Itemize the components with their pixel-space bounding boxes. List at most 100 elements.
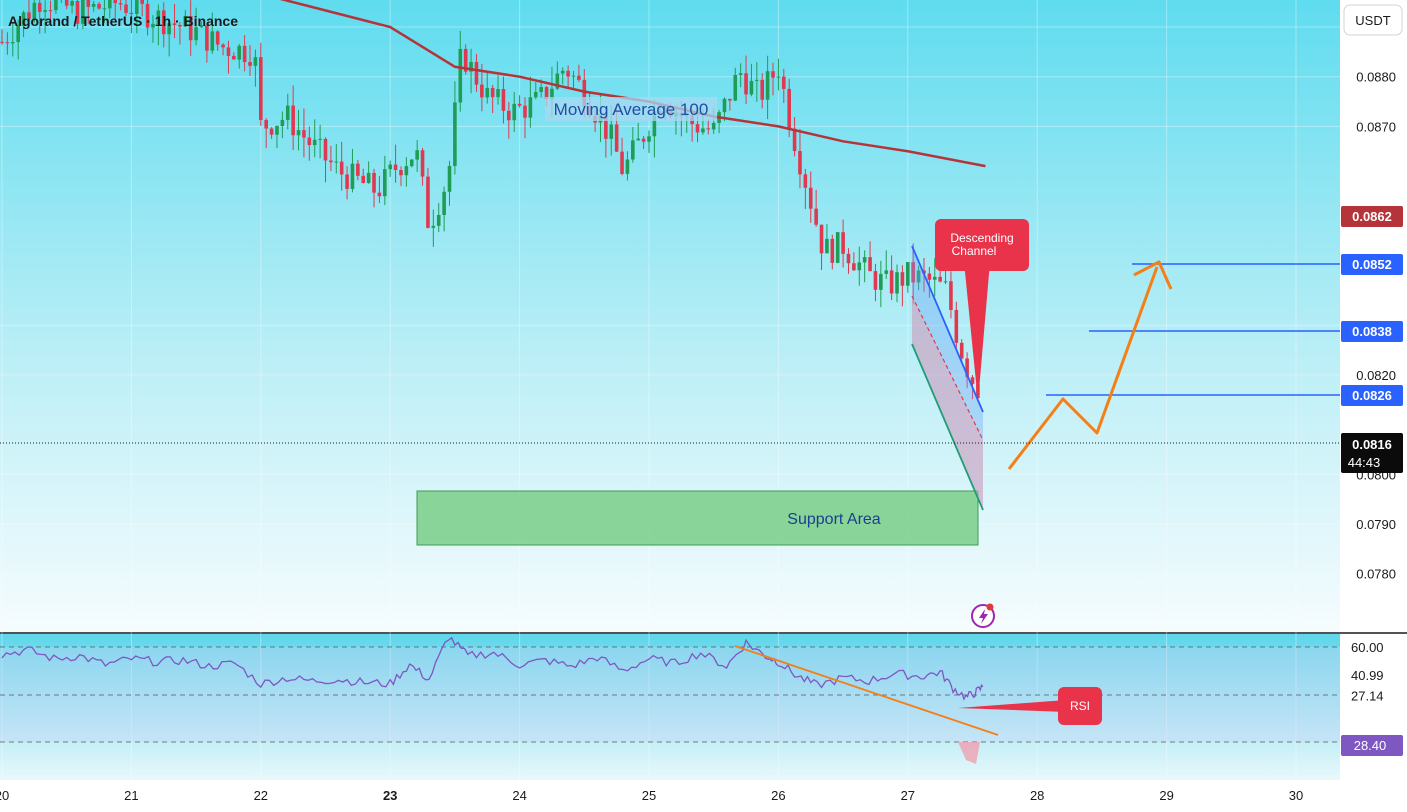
candle-body (814, 208, 818, 225)
candle-body (361, 175, 366, 184)
channel-fill (912, 246, 983, 510)
candle-body (264, 119, 268, 129)
candle-body (27, 12, 31, 19)
projection-path[interactable] (1007, 266, 1159, 470)
candle-body (771, 71, 775, 78)
candle-body (318, 138, 322, 140)
candle-body (846, 253, 851, 264)
candle-body (523, 105, 527, 118)
target-2-tag (1341, 321, 1403, 342)
channel-callout[interactable] (935, 219, 1029, 271)
candle-body (108, 0, 112, 9)
currency-button[interactable] (1343, 4, 1403, 36)
target-1-tag (1341, 254, 1403, 275)
candle-body (841, 232, 845, 254)
projection-arrowhead (1133, 260, 1173, 290)
candle-body (533, 91, 538, 98)
candle-body (900, 272, 905, 286)
last-price-label: 0.0816 (1352, 437, 1392, 452)
candle-body (221, 44, 225, 48)
channel-lower-line[interactable] (911, 343, 984, 511)
candle-body (205, 25, 209, 51)
candle-body (711, 123, 716, 130)
candle-body (722, 98, 727, 113)
candle-body (339, 161, 344, 175)
candle-body (420, 150, 425, 177)
candle-body (302, 130, 306, 138)
candle-body (447, 165, 452, 192)
candle-body (728, 98, 732, 101)
candle-body (631, 140, 635, 160)
candle-body (636, 138, 641, 141)
candle-body (124, 4, 128, 13)
candle-body (226, 47, 231, 56)
candle-body (242, 45, 247, 63)
candle-body (129, 12, 134, 14)
ma-price-tag-label: 0.0862 (1352, 209, 1392, 224)
candle-body (695, 124, 700, 133)
candle-body (345, 174, 349, 189)
price-tick-label: 0.0790 (1356, 517, 1396, 532)
rsi-trendline[interactable] (734, 645, 999, 736)
candle-body (48, 10, 53, 12)
candle-body (943, 281, 948, 283)
candle-body (927, 273, 932, 280)
candle-body (37, 2, 42, 12)
channel-upper-line[interactable] (911, 245, 984, 413)
candle-body (485, 87, 490, 98)
support-area[interactable] (416, 490, 979, 546)
candle-body (776, 76, 781, 78)
time-tick-label: 21 (124, 788, 138, 803)
time-tick-label: 27 (901, 788, 915, 803)
time-axis[interactable]: 20 21 22 23 24 25 26 27 28 29 30 (0, 788, 1303, 803)
channel-mid-line[interactable] (911, 295, 984, 441)
candle-body (458, 48, 463, 103)
time-tick-label: 26 (771, 788, 785, 803)
candle-body (75, 1, 80, 24)
candle-body (550, 88, 554, 100)
rsi-line[interactable] (1, 636, 984, 701)
candle-body (275, 126, 279, 135)
candle-body (167, 23, 171, 35)
candle-body (879, 273, 883, 290)
candle-body (808, 187, 813, 209)
support-area-label: Support Area (787, 511, 881, 528)
candle-body (134, 0, 139, 14)
candle-body (889, 270, 894, 294)
candle-body (409, 159, 414, 167)
candle-body (97, 3, 101, 9)
candle-body (307, 137, 312, 146)
candle-body (54, 0, 58, 11)
candle-body (210, 31, 215, 51)
candle-body (733, 74, 738, 101)
candle-body (232, 55, 236, 60)
candle-body (749, 80, 754, 95)
flash-notification-dot (986, 603, 994, 611)
candle-body (253, 57, 258, 66)
price-tick-label: 0.0870 (1356, 119, 1396, 134)
price-tick-label: 0.0780 (1356, 567, 1396, 582)
rsi-current-tag (1341, 735, 1403, 756)
candle-body (501, 89, 506, 111)
candle-body (366, 172, 371, 184)
candle-body (539, 87, 543, 92)
candle-body (199, 25, 204, 28)
candle-body (604, 114, 608, 139)
candle-body (970, 377, 975, 384)
candle-body (334, 161, 339, 163)
rsi-callout-pointer (958, 700, 1066, 712)
candle-body (323, 138, 328, 161)
candle-body (183, 16, 188, 27)
time-tick-label: 20 (0, 788, 9, 803)
candle-body (16, 25, 20, 43)
candle-body (269, 128, 274, 135)
rsi-callout[interactable] (1058, 687, 1102, 725)
candle-body (161, 10, 166, 35)
last-price-tag (1341, 433, 1403, 473)
candle-body (463, 48, 468, 72)
channel-lower-fill (912, 296, 983, 510)
rsi-axis[interactable]: 60.00 40.99 27.14 (1351, 640, 1384, 704)
time-axis-background (0, 780, 1407, 812)
moving-average-line[interactable] (2, 0, 986, 168)
